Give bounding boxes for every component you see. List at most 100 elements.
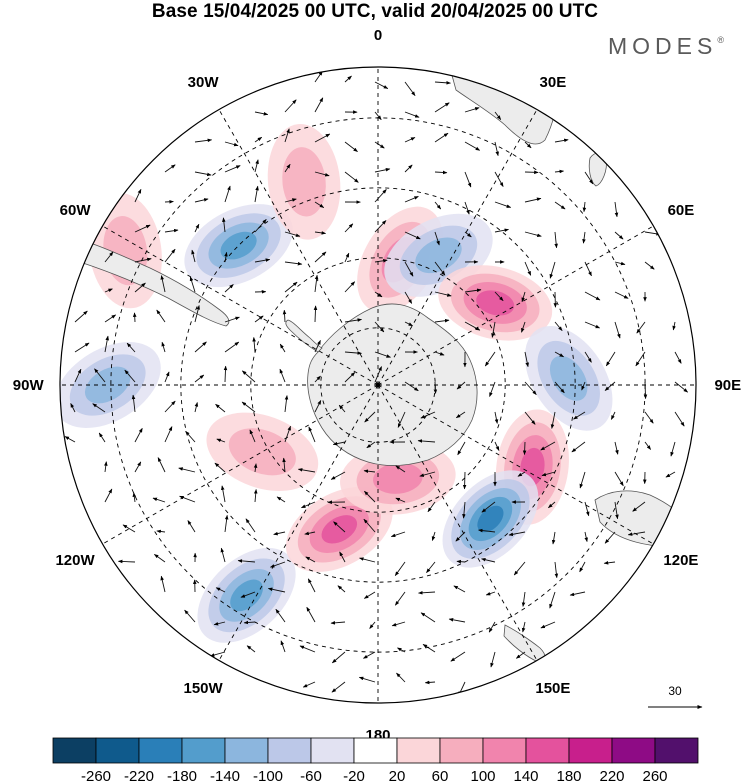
wind-vector	[554, 231, 558, 249]
wind-vector	[305, 556, 316, 563]
wind-vector	[584, 291, 601, 301]
wind-vector	[522, 441, 527, 456]
colorbar-label: -140	[210, 768, 240, 783]
wind-vector	[579, 561, 586, 573]
anomaly-contour	[549, 355, 588, 401]
colorbar-label: 60	[432, 768, 449, 783]
wind-vector	[126, 342, 136, 353]
wind-vector	[194, 305, 200, 323]
wind-vector	[314, 340, 321, 353]
wind-vector	[579, 471, 586, 489]
wind-vector	[374, 321, 385, 333]
longitude-label: 150E	[535, 680, 570, 697]
wind-vector	[254, 258, 271, 263]
wind-vector	[279, 343, 286, 353]
wind-vector	[241, 401, 256, 413]
wind-vector	[222, 217, 226, 233]
wind-vector	[549, 591, 556, 609]
wind-vector	[571, 441, 586, 453]
anomaly-center	[206, 412, 319, 491]
wind-vector	[254, 111, 269, 116]
wind-vector	[521, 591, 526, 607]
colorbar-swatch	[611, 737, 656, 764]
wind-vector	[374, 291, 383, 298]
wind-vector	[164, 400, 176, 413]
wind-vector	[134, 427, 143, 443]
wind-vector	[419, 471, 436, 477]
wind-vector	[344, 351, 362, 355]
wind-vector	[457, 441, 466, 456]
colorbar-label: -100	[253, 768, 283, 783]
wind-vector	[224, 341, 240, 353]
graticule	[60, 67, 696, 703]
wind-vector	[635, 351, 646, 367]
wind-vector	[134, 282, 146, 293]
wind-vector	[481, 557, 496, 563]
wind-vector	[464, 201, 470, 215]
wind-vector	[284, 281, 298, 293]
wind-vector	[366, 441, 376, 449]
wind-vector	[273, 531, 286, 536]
wind-vector	[494, 228, 509, 233]
brand-registered-mark: ®	[717, 35, 724, 45]
longitude-label: 60W	[60, 202, 92, 219]
wind-vector	[237, 559, 256, 563]
wind-vector	[314, 97, 324, 113]
longitude-label: 120E	[663, 552, 698, 569]
wind-vector	[134, 257, 152, 263]
wind-vector	[462, 501, 466, 519]
wind-vector	[494, 171, 504, 187]
wind-vectors	[64, 70, 689, 696]
wind-vector	[104, 335, 109, 353]
wind-vector	[610, 411, 616, 420]
colorbar-swatch	[181, 737, 226, 764]
wind-vector	[184, 609, 196, 623]
latitude-circle	[180, 187, 576, 583]
wind-vector	[434, 231, 440, 246]
wind-vector	[74, 368, 82, 383]
longitude-label: 90E	[714, 377, 741, 394]
wind-vector	[554, 321, 563, 331]
wind-vector	[390, 531, 406, 538]
wind-vector	[450, 651, 466, 662]
wind-vector	[224, 514, 229, 533]
wind-vector	[314, 274, 319, 293]
wind-vector	[331, 681, 346, 693]
meridian-line	[377, 225, 654, 386]
wind-vector	[254, 315, 264, 323]
wind-vector	[253, 463, 258, 473]
wind-vector	[554, 381, 565, 394]
wind-vector	[490, 651, 496, 668]
wind-vector	[554, 138, 569, 143]
wind-vector	[481, 501, 496, 513]
anomaly-center	[524, 325, 613, 431]
anomaly-center	[442, 470, 539, 568]
wind-vector	[434, 291, 452, 297]
wind-vector	[614, 201, 619, 218]
wind-vector	[132, 492, 137, 503]
wind-vector	[484, 351, 496, 367]
wind-vector	[284, 395, 289, 413]
wind-vector	[194, 223, 200, 233]
wind-vector	[223, 365, 228, 383]
wind-vector	[524, 411, 536, 425]
wind-vector	[253, 489, 258, 503]
wind-vector	[92, 403, 106, 413]
anomaly-center	[184, 204, 293, 288]
meridian-line	[218, 384, 379, 661]
wind-vector	[434, 351, 445, 356]
wind-vector	[332, 441, 346, 446]
wind-vector	[427, 501, 436, 513]
wind-vector	[374, 111, 382, 121]
wind-vector	[314, 251, 327, 263]
wind-vector	[279, 368, 286, 383]
meridian-line	[377, 109, 538, 386]
brand-name: MODES	[608, 33, 718, 59]
wind-vector	[614, 291, 629, 299]
wind-vector	[333, 521, 346, 533]
colorbar-swatch	[95, 737, 140, 764]
wind-vector	[404, 321, 413, 327]
wind-vector	[157, 457, 166, 473]
wind-vector	[554, 561, 559, 579]
